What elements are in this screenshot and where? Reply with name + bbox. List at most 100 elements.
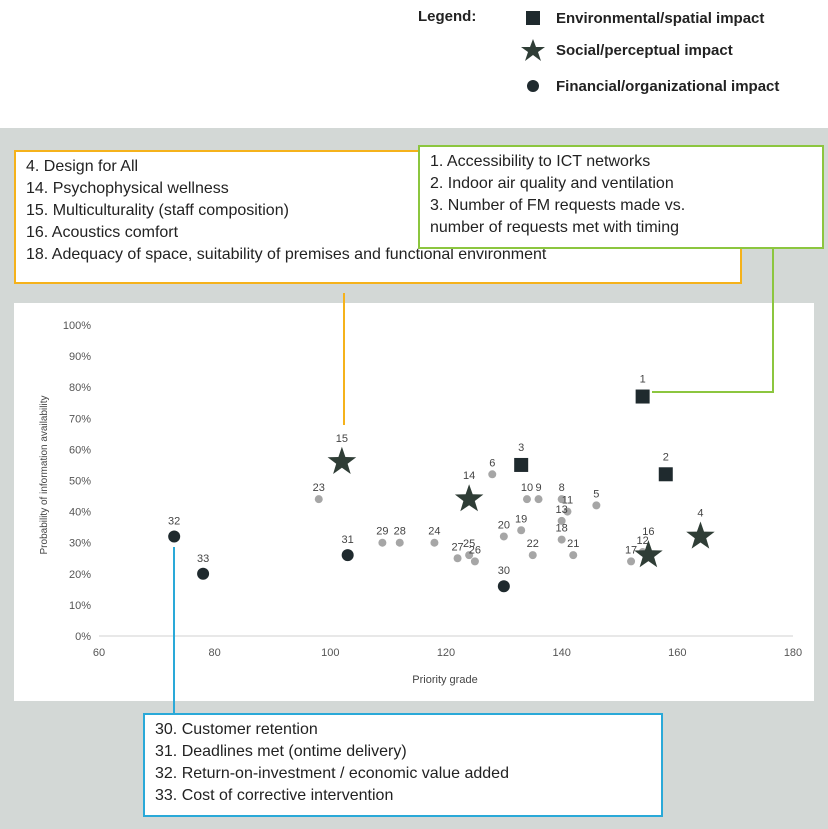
callout-line: 1. Accessibility to ICT networks xyxy=(430,153,651,170)
point-small xyxy=(470,557,479,566)
legend: Legend: Environmental/spatial impact Soc… xyxy=(0,0,828,120)
point-label: 18 xyxy=(556,523,568,535)
point-label: 17 xyxy=(625,544,637,556)
point-star xyxy=(454,484,484,512)
y-tick-label: 20% xyxy=(69,569,91,581)
point-small xyxy=(517,526,526,535)
point-label: 9 xyxy=(535,482,541,494)
y-tick-label: 0% xyxy=(75,631,91,643)
y-tick-label: 60% xyxy=(69,444,91,456)
point-label: 25 xyxy=(463,538,475,550)
x-tick-label: 120 xyxy=(437,647,455,659)
point-label: 14 xyxy=(463,470,475,482)
point-small xyxy=(557,495,566,504)
point-small xyxy=(395,538,404,547)
point-star xyxy=(634,540,663,568)
point-small xyxy=(528,551,537,560)
point-small xyxy=(563,507,572,516)
point-small xyxy=(453,554,462,563)
x-tick-label: 180 xyxy=(784,647,802,659)
point-small xyxy=(557,535,566,544)
point-square xyxy=(658,467,673,482)
callout-line: 3. Number of FM requests made vs. xyxy=(430,197,686,214)
circle-marker-icon xyxy=(527,80,539,92)
point-label: 10 xyxy=(521,482,533,494)
point-label: 5 xyxy=(593,488,599,500)
legend-item-label: Social/perceptual impact xyxy=(556,41,733,59)
y-tick-label: 40% xyxy=(69,507,91,519)
point-label: 30 xyxy=(498,565,510,577)
point-star xyxy=(327,446,357,474)
x-tick-label: 100 xyxy=(321,647,339,659)
legend-item-label: Financial/organizational impact xyxy=(556,77,780,95)
point-label: 23 xyxy=(313,482,325,494)
plot-background xyxy=(14,303,814,701)
point-label: 11 xyxy=(562,495,573,507)
point-small xyxy=(378,538,387,547)
callout-line: 15. Multiculturality (staff composition) xyxy=(26,202,289,219)
y-tick-label: 30% xyxy=(69,538,91,550)
legend-item-environmental: Environmental/spatial impact xyxy=(520,6,764,30)
point-label: 15 xyxy=(336,433,348,445)
point-label: 27 xyxy=(451,541,463,553)
callout-line: 32. Return-on-investment / economic valu… xyxy=(155,765,509,782)
legend-item-social: Social/perceptual impact xyxy=(520,38,733,62)
callout-line: 31. Deadlines met (ontime delivery) xyxy=(155,743,407,760)
point-small xyxy=(499,532,508,541)
point-label: 12 xyxy=(637,535,649,547)
point-small xyxy=(465,551,474,560)
point-small xyxy=(488,470,497,479)
y-tick-label: 80% xyxy=(69,382,91,394)
callout-financial-indicators: 30. Customer retention 31. Deadlines met… xyxy=(143,713,663,817)
callout-line: 16. Acoustics comfort xyxy=(26,224,179,241)
point-label: 28 xyxy=(394,526,406,538)
y-axis-label: Probability of information availability xyxy=(39,396,50,555)
callout-line: number of requests met with timing xyxy=(430,219,679,236)
green-connector xyxy=(652,249,774,393)
point-circle xyxy=(497,580,510,593)
point-small xyxy=(592,501,601,510)
point-label: 33 xyxy=(197,553,209,565)
point-small xyxy=(522,495,531,504)
y-tick-label: 70% xyxy=(69,413,91,425)
point-circle xyxy=(197,567,210,580)
star-marker-icon xyxy=(521,39,545,61)
legend-item-label: Environmental/spatial impact xyxy=(556,9,765,27)
point-label: 26 xyxy=(469,544,481,556)
point-label: 16 xyxy=(642,526,654,538)
y-tick-label: 100% xyxy=(63,320,91,332)
y-tick-label: 50% xyxy=(69,476,91,488)
square-marker-icon xyxy=(526,11,540,25)
point-label: 3 xyxy=(518,442,524,454)
callout-environmental-indicators: 1. Accessibility to ICT networks 2. Indo… xyxy=(418,145,824,249)
point-label: 1 xyxy=(640,374,646,386)
point-label: 31 xyxy=(342,534,354,546)
scatter-chart: 60 80 100 120 140 160 1800%10%20%30%40%50%60%7… xyxy=(14,303,814,701)
point-circle xyxy=(168,530,181,543)
point-label: 2 xyxy=(663,451,669,463)
y-tick-label: 90% xyxy=(69,351,91,363)
x-tick-label: 160 xyxy=(668,647,686,659)
point-label: 21 xyxy=(567,538,579,550)
point-small xyxy=(557,516,566,525)
callout-line: 4. Design for All xyxy=(26,158,139,175)
point-label: 22 xyxy=(527,538,539,550)
point-circle xyxy=(341,549,354,562)
point-small xyxy=(534,495,543,504)
point-small xyxy=(314,495,323,504)
point-label: 8 xyxy=(559,482,565,494)
point-square xyxy=(635,389,650,404)
point-label: 4 xyxy=(697,507,703,519)
point-label: 19 xyxy=(515,513,527,525)
point-star xyxy=(686,521,715,549)
callout-line: 14. Psychophysical wellness xyxy=(26,180,229,197)
point-square xyxy=(514,457,529,472)
point-label: 29 xyxy=(376,526,388,538)
x-tick-label: 140 xyxy=(552,647,570,659)
point-label: 13 xyxy=(556,504,568,516)
x-axis-label: Priority grade xyxy=(412,674,477,686)
point-label: 24 xyxy=(428,526,440,538)
legend-title: Legend: xyxy=(418,8,477,25)
callout-line: 2. Indoor air quality and ventilation xyxy=(430,175,674,192)
